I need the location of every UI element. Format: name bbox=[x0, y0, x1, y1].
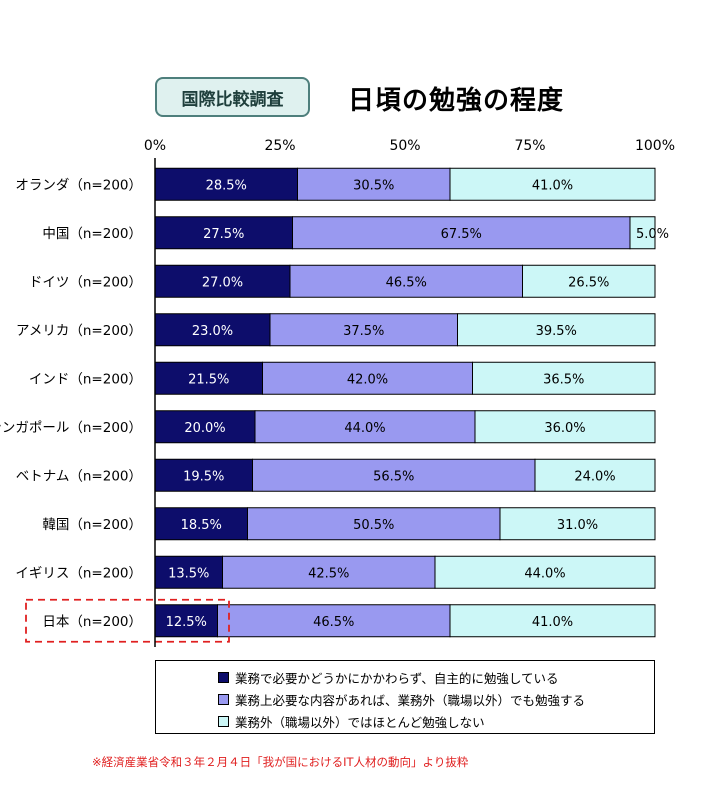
y-category-label: ベトナム（n=200） bbox=[16, 468, 142, 484]
bar-value-label: 56.5% bbox=[373, 469, 414, 484]
bar-segment bbox=[154, 410, 256, 444]
bar-segment bbox=[154, 458, 253, 492]
bar-value-label: 26.5% bbox=[568, 275, 609, 290]
bar-segment bbox=[522, 264, 656, 298]
bar-value-label: 42.5% bbox=[308, 566, 349, 581]
bar-segment bbox=[457, 313, 656, 347]
bar-segment bbox=[534, 458, 656, 492]
bar-segment bbox=[154, 313, 271, 347]
y-category-label: オランダ（n=200） bbox=[15, 177, 142, 193]
bar-value-label: 46.5% bbox=[386, 275, 427, 290]
legend-label: 業務上必要な内容があれば、業務外（職場以外）でも勉強する bbox=[235, 692, 586, 708]
bar-value-label: 5.0% bbox=[636, 227, 669, 242]
bar-value-label: 18.5% bbox=[181, 518, 222, 533]
bar-segment bbox=[154, 216, 293, 250]
x-tick-label: 0% bbox=[144, 138, 166, 154]
legend-label: 業務で必要かどうかにかかわらず、自主的に勉強している bbox=[235, 670, 559, 686]
x-tick-label: 75% bbox=[514, 138, 545, 154]
y-category-label: 日本（n=200） bbox=[42, 614, 142, 630]
legend-swatch bbox=[218, 693, 229, 705]
bar-segment bbox=[629, 216, 656, 250]
legend-swatch bbox=[218, 715, 229, 727]
bar-value-label: 37.5% bbox=[343, 324, 384, 339]
bar-segment bbox=[297, 167, 451, 201]
bar-value-label: 39.5% bbox=[536, 324, 577, 339]
source-footnote: ※経済産業省令和３年２月４日「我が国におけるIT人材の動向」より抜粋 bbox=[92, 755, 469, 769]
legend-item-self-study: 業務で必要かどうかにかかわらず、自主的に勉強している bbox=[218, 666, 654, 688]
bar-value-label: 12.5% bbox=[166, 615, 207, 630]
bar-segment bbox=[499, 507, 656, 541]
bar-value-label: 50.5% bbox=[353, 518, 394, 533]
y-category-label: アメリカ（n=200） bbox=[16, 323, 142, 339]
bar-value-label: 41.0% bbox=[532, 615, 573, 630]
bar-value-label: 42.0% bbox=[347, 372, 388, 387]
bar-segment bbox=[292, 216, 631, 250]
bar-segment bbox=[222, 555, 436, 589]
bar-value-label: 27.0% bbox=[202, 275, 243, 290]
bar-segment bbox=[154, 264, 291, 298]
legend-item-study-if-needed: 業務上必要な内容があれば、業務外（職場以外）でも勉強する bbox=[218, 688, 654, 710]
y-category-label: イギリス（n=200） bbox=[15, 565, 142, 581]
y-category-label: 韓国（n=200） bbox=[42, 517, 142, 533]
y-category-label: シンガポール（n=200） bbox=[0, 420, 142, 436]
bar-value-label: 46.5% bbox=[313, 615, 354, 630]
legend-swatch bbox=[218, 671, 229, 683]
bar-segment bbox=[269, 313, 458, 347]
bar-value-label: 31.0% bbox=[557, 518, 598, 533]
bar-segment bbox=[154, 555, 223, 589]
bar-value-label: 36.5% bbox=[543, 372, 584, 387]
bar-value-label: 27.5% bbox=[203, 227, 244, 242]
bar-value-label: 30.5% bbox=[353, 178, 394, 193]
y-category-label: ドイツ（n=200） bbox=[29, 274, 142, 290]
bar-segment bbox=[449, 604, 656, 638]
bar-value-label: 19.5% bbox=[183, 469, 224, 484]
bar-segment bbox=[474, 410, 656, 444]
bar-segment bbox=[254, 410, 476, 444]
bar-value-label: 44.0% bbox=[344, 421, 385, 436]
bar-segment bbox=[434, 555, 656, 589]
y-category-label: 中国（n=200） bbox=[42, 226, 142, 242]
legend-label: 業務外（職場以外）ではほとんど勉強しない bbox=[235, 714, 485, 730]
bar-value-label: 23.0% bbox=[192, 324, 233, 339]
x-tick-label: 50% bbox=[389, 138, 420, 154]
bar-segment bbox=[289, 264, 523, 298]
highlight-box bbox=[25, 598, 230, 643]
bar-value-label: 20.0% bbox=[184, 421, 225, 436]
bar-value-label: 13.5% bbox=[168, 566, 209, 581]
x-tick-label: 25% bbox=[264, 138, 295, 154]
bar-value-label: 44.0% bbox=[524, 566, 565, 581]
bar-value-label: 41.0% bbox=[532, 178, 573, 193]
x-tick-label: 100% bbox=[635, 138, 675, 154]
bar-value-label: 24.0% bbox=[574, 469, 615, 484]
bar-value-label: 36.0% bbox=[544, 421, 585, 436]
bar-value-label: 28.5% bbox=[206, 178, 247, 193]
chart-title: 日頃の勉強の程度 bbox=[348, 86, 565, 116]
legend-item-rarely-study: 業務外（職場以外）ではほとんど勉強しない bbox=[218, 710, 654, 732]
bar-value-label: 67.5% bbox=[441, 227, 482, 242]
stacked-bar-chart: 0% 25% 50% 75% 100% 28.5% 30.5% 41.0% オランダ（n=200… bbox=[0, 138, 675, 647]
bar-segment bbox=[472, 361, 656, 395]
chart-legend: 業務で必要かどうかにかかわらず、自主的に勉強している 業務上必要な内容があれば、… bbox=[155, 660, 655, 734]
bar-segment bbox=[449, 167, 656, 201]
y-category-label: インド（n=200） bbox=[29, 371, 142, 387]
bar-segment bbox=[247, 507, 501, 541]
survey-badge: 国際比較調査 bbox=[155, 77, 310, 117]
bar-value-label: 21.5% bbox=[188, 372, 229, 387]
